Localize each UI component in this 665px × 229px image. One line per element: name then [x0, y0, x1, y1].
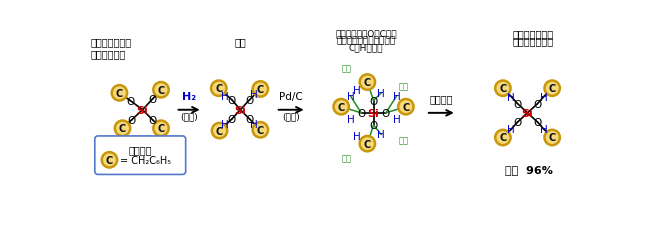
Circle shape	[360, 136, 375, 152]
Text: C: C	[106, 155, 113, 165]
Text: C: C	[119, 124, 126, 134]
Text: C: C	[216, 126, 223, 136]
Text: (水素): (水素)	[180, 112, 198, 121]
Circle shape	[495, 130, 511, 146]
Circle shape	[334, 100, 349, 115]
Circle shape	[545, 130, 560, 146]
Text: テトラベンジル
オキシシラン: テトラベンジル オキシシラン	[91, 37, 132, 59]
Text: H: H	[221, 92, 229, 101]
Text: (触媒): (触媒)	[282, 112, 300, 121]
Text: O: O	[370, 96, 378, 106]
Text: H: H	[352, 85, 360, 95]
Text: H: H	[393, 114, 400, 124]
Text: C: C	[499, 84, 507, 94]
Text: O: O	[148, 95, 157, 104]
Text: O: O	[245, 95, 253, 105]
Text: H: H	[377, 130, 385, 140]
Text: H: H	[352, 131, 360, 141]
Text: 触媒: 触媒	[398, 82, 408, 91]
Text: C: C	[364, 78, 371, 88]
Text: C: C	[158, 124, 165, 134]
Text: Si: Si	[368, 108, 380, 118]
Text: H: H	[540, 92, 547, 102]
Text: H: H	[393, 92, 400, 101]
Text: C: C	[116, 88, 123, 98]
Text: O: O	[227, 114, 236, 124]
Text: H: H	[250, 119, 258, 129]
Text: 触媒: 触媒	[342, 153, 352, 162]
Text: O: O	[227, 95, 236, 105]
Text: O: O	[357, 108, 365, 118]
Text: H: H	[507, 92, 515, 102]
Text: H: H	[250, 90, 258, 100]
Text: H: H	[540, 125, 547, 134]
Text: Si: Si	[137, 105, 148, 115]
Text: O: O	[533, 99, 542, 109]
Circle shape	[360, 75, 375, 90]
Text: H: H	[346, 92, 354, 101]
Circle shape	[212, 123, 227, 139]
Circle shape	[115, 121, 130, 136]
Text: H: H	[377, 88, 385, 98]
Text: Si: Si	[235, 105, 246, 115]
Text: H: H	[346, 114, 354, 124]
Text: O: O	[370, 121, 378, 131]
Text: C: C	[338, 102, 345, 112]
Text: トルエンが生成: トルエンが生成	[512, 36, 553, 46]
Text: O: O	[382, 108, 390, 118]
Circle shape	[102, 153, 117, 168]
Text: オルトケイ酸と: オルトケイ酸と	[512, 29, 553, 39]
Text: O: O	[513, 99, 521, 109]
Circle shape	[211, 81, 227, 96]
Text: O: O	[148, 115, 157, 125]
Circle shape	[495, 81, 511, 96]
Text: = CH₂C₆H₅: = CH₂C₆H₅	[120, 155, 171, 165]
FancyBboxPatch shape	[95, 136, 186, 175]
Text: H: H	[221, 119, 229, 129]
Circle shape	[545, 81, 560, 96]
Text: 収率  96%: 収率 96%	[505, 164, 553, 174]
Text: 触媒: 触媒	[398, 136, 408, 145]
Circle shape	[154, 121, 169, 136]
Text: 水素: 水素	[235, 37, 246, 47]
Text: H₂: H₂	[182, 92, 196, 102]
Text: C: C	[549, 133, 556, 143]
Circle shape	[253, 123, 268, 138]
Text: O: O	[128, 115, 136, 125]
Text: に水素が付加したあと，: に水素が付加したあと，	[336, 36, 396, 45]
Text: C: C	[364, 139, 371, 149]
Text: C: C	[257, 125, 264, 135]
Text: C: C	[158, 85, 165, 95]
Text: C: C	[215, 84, 222, 94]
Text: トルエン: トルエン	[430, 94, 453, 104]
Text: O: O	[513, 117, 521, 128]
Text: 触媒: 触媒	[342, 65, 352, 74]
Text: 触媒が作用しO－C結合: 触媒が作用しO－C結合	[335, 29, 396, 38]
Circle shape	[154, 83, 169, 98]
Circle shape	[398, 100, 414, 115]
Text: O: O	[245, 114, 253, 124]
Text: C: C	[549, 84, 556, 94]
Text: O: O	[533, 117, 542, 128]
Text: H: H	[507, 125, 515, 134]
Text: C: C	[402, 102, 410, 112]
Text: Pd/C: Pd/C	[279, 92, 303, 102]
Circle shape	[112, 86, 127, 101]
Text: O: O	[126, 96, 134, 106]
Circle shape	[253, 82, 268, 97]
Text: C－Hが分離: C－Hが分離	[348, 43, 383, 52]
Text: C: C	[257, 85, 264, 95]
Text: Si: Si	[521, 108, 533, 118]
Text: ベンジル: ベンジル	[128, 145, 152, 155]
Text: C: C	[499, 133, 507, 143]
